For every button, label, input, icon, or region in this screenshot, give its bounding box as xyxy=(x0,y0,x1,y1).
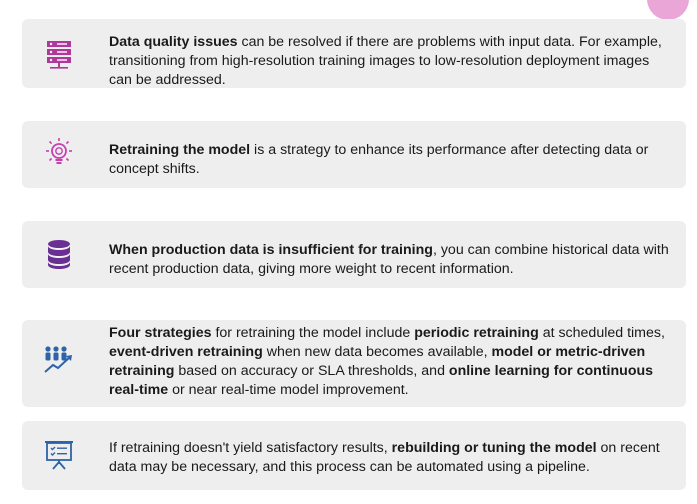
text-segment: If retraining doesn't yield satisfactory… xyxy=(109,440,392,456)
bold-text-segment: model or metric-driven retraining xyxy=(109,344,646,379)
bold-text-segment: When production data is insufficient for… xyxy=(109,242,433,258)
info-card-rebuilding: If retraining doesn't yield satisfactory… xyxy=(22,421,686,490)
text-segment: based on accuracy or SLA thresholds, and xyxy=(174,363,449,379)
database-icon xyxy=(42,237,76,271)
card-text: When production data is insufficient for… xyxy=(109,241,672,279)
card-text: Data quality issues can be resolved if t… xyxy=(109,33,672,90)
card-text: Retraining the model is a strategy to en… xyxy=(109,141,672,179)
lightbulb-icon xyxy=(42,136,76,170)
info-card-production-data: When production data is insufficient for… xyxy=(22,221,686,288)
bold-text-segment: Retraining the model xyxy=(109,142,251,158)
card-text: If retraining doesn't yield satisfactory… xyxy=(109,439,672,477)
text-segment: , you can combine historical data with r… xyxy=(109,242,669,277)
text-segment: can be resolved if there are problems wi… xyxy=(109,34,662,88)
server-icon xyxy=(42,37,76,71)
text-segment: for retraining the model include xyxy=(211,325,415,341)
info-card-data-quality: Data quality issues can be resolved if t… xyxy=(22,19,686,88)
card-text: Four strategies for retraining the model… xyxy=(109,324,672,400)
team-growth-icon xyxy=(42,342,76,376)
presentation-board-icon xyxy=(42,438,76,472)
text-segment: or near real-time model improvement. xyxy=(168,382,409,398)
text-segment: when new data becomes available, xyxy=(262,344,492,360)
info-card-four-strategies: Four strategies for retraining the model… xyxy=(22,320,686,407)
bold-text-segment: periodic retraining xyxy=(414,325,539,341)
bold-text-segment: event-driven retraining xyxy=(109,344,263,360)
bold-text-segment: online learning for continuous real-time xyxy=(109,363,654,398)
bold-text-segment: rebuilding or tuning the model xyxy=(391,440,597,456)
text-segment: is a strategy to enhance its performance… xyxy=(109,142,649,177)
text-segment: on recent data may be necessary, and thi… xyxy=(109,440,660,475)
bold-text-segment: Four strategies xyxy=(109,325,212,341)
text-segment: at scheduled times, xyxy=(538,325,665,341)
bold-text-segment: Data quality issues xyxy=(109,34,238,50)
info-card-retraining: Retraining the model is a strategy to en… xyxy=(22,121,686,188)
corner-decoration xyxy=(647,0,689,20)
